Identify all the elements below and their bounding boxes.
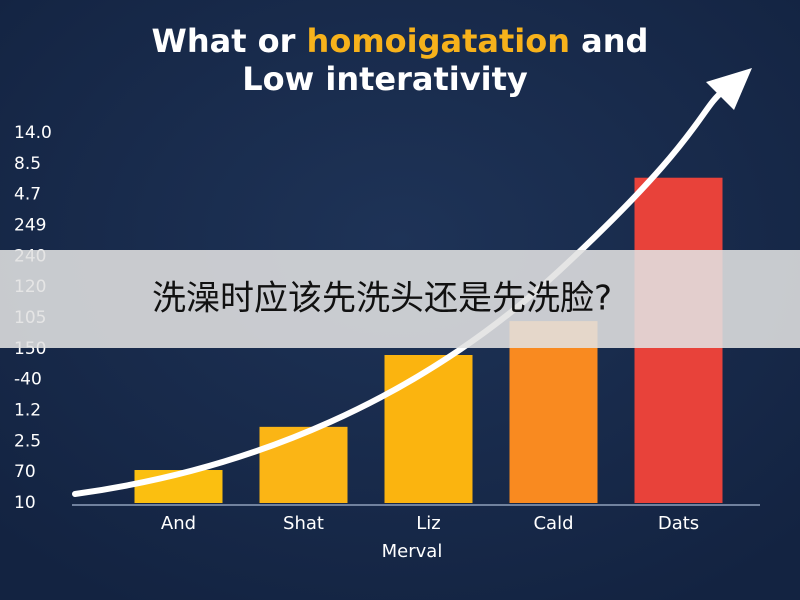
caption: 洗澡时应该先洗头还是先洗脸? <box>152 279 612 319</box>
bar <box>259 426 348 503</box>
y-tick-label: 2.5 <box>14 431 41 451</box>
caption-banner <box>0 250 800 348</box>
x-tick-label: And <box>161 513 196 534</box>
y-tick-label: 70 <box>14 462 36 482</box>
y-tick-label: 1.2 <box>14 401 41 421</box>
title-part: What or <box>152 22 307 60</box>
chart-title-line2: Low interativity <box>242 60 528 98</box>
arrow-head <box>706 68 752 110</box>
y-tick-label: 249 <box>14 216 46 236</box>
bar <box>384 355 473 503</box>
x-tick-label: Shat <box>283 513 324 534</box>
x-tick-label: Cald <box>533 513 573 534</box>
y-tick-label: 10 <box>14 493 36 513</box>
chart-title: What or homoigatation and <box>152 22 649 60</box>
y-tick-label: 14.0 <box>14 123 52 143</box>
bar <box>509 321 598 503</box>
y-tick-label: -40 <box>14 370 42 390</box>
x-tick-label: Liz <box>416 513 440 534</box>
x-tick-label: Dats <box>658 513 699 534</box>
title-highlight: homoigatation <box>307 22 570 60</box>
y-tick-label: 8.5 <box>14 154 41 174</box>
title-part: and <box>570 22 648 60</box>
y-tick-label: 4.7 <box>14 185 41 205</box>
x-axis-label: Merval <box>382 541 443 562</box>
